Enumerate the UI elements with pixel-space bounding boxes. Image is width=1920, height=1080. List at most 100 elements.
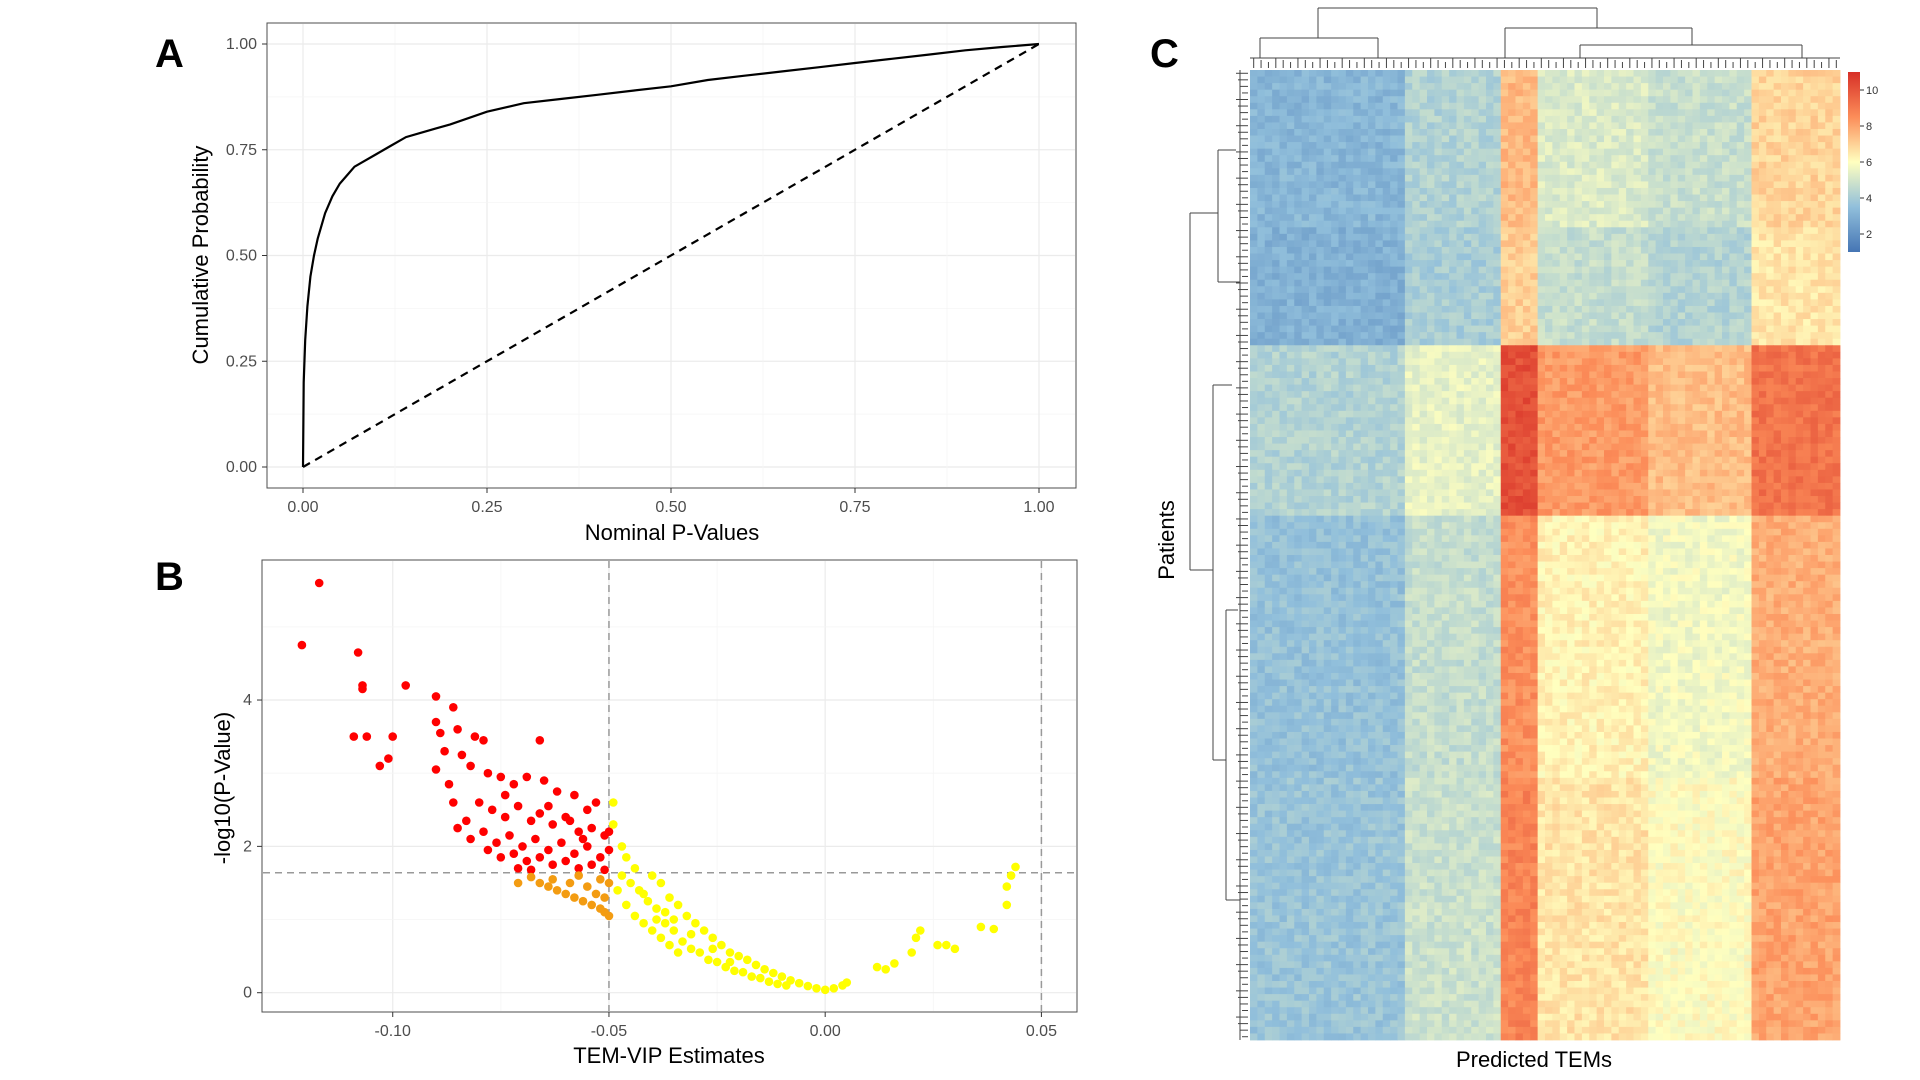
heatmap-cell (1744, 220, 1752, 228)
point-not-significant (695, 948, 705, 957)
heatmap-cell (1758, 128, 1767, 136)
panel-a-lines (301, 42, 1040, 468)
heatmap-cell (1744, 187, 1752, 195)
heatmap-cell (1316, 397, 1325, 405)
heatmap-cell (1286, 417, 1295, 425)
heatmap-cell (1471, 417, 1480, 425)
heatmap-cell (1589, 70, 1598, 77)
heatmap-cell (1758, 89, 1767, 97)
heatmap-cell (1626, 122, 1634, 130)
heatmap-cell (1404, 233, 1413, 241)
heatmap-cell (1685, 142, 1693, 150)
heatmap-cell (1375, 181, 1384, 189)
heatmap-cell (1397, 325, 1406, 333)
heatmap-cell (1736, 227, 1745, 235)
heatmap-cell (1817, 397, 1826, 405)
heatmap-cell (1345, 148, 1354, 156)
heatmap-cell (1655, 273, 1664, 281)
heatmap-cell (1626, 417, 1634, 425)
heatmap-cell (1331, 305, 1339, 313)
heatmap-cell (1648, 364, 1657, 372)
heatmap-cell (1515, 168, 1524, 176)
heatmap-cell (1286, 70, 1295, 77)
heatmap-cell (1670, 299, 1679, 307)
heatmap-cell (1294, 410, 1303, 418)
heatmap-cell (1404, 358, 1413, 366)
heatmap-cell (1316, 404, 1325, 412)
heatmap-cell (1463, 233, 1472, 241)
heatmap-cell (1279, 410, 1288, 418)
heatmap-cell (1832, 410, 1841, 418)
heatmap-cell (1353, 410, 1362, 418)
heatmap-cell (1515, 345, 1524, 353)
heatmap-cell (1264, 384, 1273, 392)
heatmap-cell (1508, 305, 1516, 313)
heatmap-cell (1449, 128, 1457, 136)
heatmap-cell (1810, 70, 1819, 77)
heatmap-cell (1286, 220, 1295, 228)
heatmap-cell (1331, 404, 1339, 412)
heatmap-cell (1508, 299, 1516, 307)
heatmap-cell (1537, 135, 1546, 143)
heatmap-cell (1301, 181, 1310, 189)
heatmap-cell (1294, 364, 1303, 372)
heatmap-cell (1515, 220, 1524, 228)
heatmap-cell (1493, 122, 1502, 130)
heatmap-cell (1633, 142, 1642, 150)
heatmap-cell (1508, 404, 1516, 412)
heatmap-cell (1773, 351, 1782, 359)
heatmap-cell (1471, 142, 1480, 150)
point-significant (401, 681, 411, 690)
point-not-significant (622, 853, 631, 862)
heatmap-cell (1463, 332, 1472, 340)
heatmap-cell (1618, 384, 1627, 392)
heatmap-cell (1500, 286, 1509, 294)
heatmap-cell (1618, 194, 1627, 202)
heatmap-cell (1751, 292, 1760, 300)
heatmap-cell (1375, 266, 1384, 274)
heatmap-cell (1707, 391, 1716, 399)
heatmap-cell (1581, 358, 1590, 366)
heatmap-cell (1250, 201, 1258, 209)
heatmap-cell (1537, 96, 1546, 104)
heatmap-cell (1640, 417, 1649, 425)
heatmap-cell (1758, 325, 1767, 333)
heatmap-cell (1803, 417, 1811, 425)
heatmap-cell (1508, 174, 1516, 182)
heatmap-cell (1537, 378, 1546, 385)
heatmap-cell (1626, 319, 1634, 326)
heatmap-cell (1360, 378, 1369, 385)
heatmap-cell (1412, 109, 1421, 117)
heatmap-cell (1309, 181, 1317, 189)
heatmap-cell (1663, 214, 1671, 222)
heatmap-cell (1257, 299, 1266, 307)
point-not-significant (691, 918, 700, 928)
heatmap-cell (1309, 391, 1317, 399)
heatmap-cell (1353, 148, 1362, 156)
heatmap-cell (1640, 384, 1649, 392)
heatmap-cell (1264, 240, 1273, 248)
heatmap-cell (1699, 135, 1708, 143)
heatmap-cell (1810, 286, 1819, 294)
heatmap-cell (1832, 161, 1841, 169)
heatmap-cell (1648, 345, 1657, 353)
heatmap-cell (1338, 305, 1347, 313)
heatmap-cell (1699, 83, 1708, 91)
heatmap-cell (1286, 128, 1295, 136)
heatmap-cell (1478, 332, 1487, 340)
point-not-significant (673, 948, 683, 957)
heatmap-cell (1515, 201, 1524, 209)
heatmap-cell (1788, 279, 1797, 287)
heatmap-cell (1316, 423, 1325, 431)
heatmap-cell (1382, 181, 1391, 189)
heatmap-cell (1309, 142, 1317, 150)
heatmap-cell (1368, 96, 1376, 104)
heatmap-cell (1677, 319, 1686, 326)
heatmap-cell (1663, 161, 1671, 169)
heatmap-cell (1766, 155, 1775, 163)
heatmap-cell (1810, 299, 1819, 307)
heatmap-cell (1758, 351, 1767, 359)
heatmap-cell (1596, 168, 1605, 176)
heatmap-cell (1537, 325, 1546, 333)
heatmap-cell (1368, 364, 1376, 372)
